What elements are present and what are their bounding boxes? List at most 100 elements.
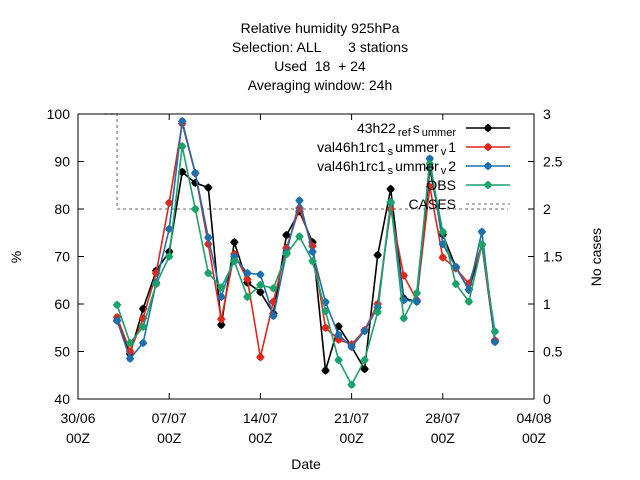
legend-entry-2: val46h1rc1 s ummer v 2 — [317, 158, 510, 177]
series-point — [412, 297, 421, 306]
title-line-3: Used 18 + 24 — [274, 58, 366, 74]
series-point — [386, 185, 395, 194]
series-point — [360, 365, 369, 374]
x-tick-label-hour: 00Z — [157, 430, 182, 446]
legend-entry-0: 43h22 ref s ummer — [357, 120, 510, 139]
legend-entry-3: OBS — [426, 177, 510, 193]
legend-label-part: s — [388, 146, 394, 158]
chart-title: Relative humidity 925hPa Selection: ALL … — [232, 20, 408, 93]
y-tick-label: 90 — [54, 154, 70, 170]
legend-label-part: 1 — [448, 139, 456, 155]
series-point — [204, 233, 213, 242]
series-point — [204, 183, 213, 192]
series-point — [165, 252, 174, 261]
plot-border — [77, 113, 535, 400]
y-tick-label: 70 — [54, 249, 70, 265]
x-tick-label-date: 28/07 — [425, 410, 460, 426]
legend-label-part: CASES — [409, 196, 456, 212]
series-point — [256, 353, 265, 362]
y-tick-label: 80 — [54, 201, 70, 217]
y2-tick-label: 2.5 — [543, 154, 563, 170]
series-point — [217, 315, 226, 324]
y-tick-label: 100 — [47, 106, 71, 122]
legend-entry-4: CASES — [409, 196, 510, 212]
y-axis-label: % — [8, 251, 24, 263]
x-tick-label-date: 21/07 — [334, 410, 369, 426]
y2-tick-label: 3 — [543, 106, 551, 122]
legend-label: val46h1rc1 s ummer v 2 — [317, 158, 456, 177]
legend-label-part: ummer — [395, 158, 439, 174]
series-point — [308, 247, 317, 256]
series-point — [295, 196, 304, 205]
series-point — [464, 297, 473, 306]
x-tick-label-hour: 00Z — [431, 430, 456, 446]
series-point — [256, 270, 265, 279]
legend-label-part: ummer — [395, 139, 439, 155]
legend-label: CASES — [409, 196, 456, 212]
legend-label-part: OBS — [426, 177, 456, 193]
legend-label: val46h1rc1 s ummer v 1 — [317, 139, 456, 158]
y2-tick-label: 1 — [543, 296, 551, 312]
series-point — [347, 380, 356, 389]
series-line — [116, 146, 496, 387]
series-point — [113, 300, 122, 309]
series-point — [464, 285, 473, 294]
series-point — [425, 154, 434, 163]
legend-label-part: v — [441, 165, 447, 177]
series-point — [451, 262, 460, 271]
y-tick-label: 50 — [54, 344, 70, 360]
series-point — [243, 269, 252, 278]
legend-marker — [484, 124, 492, 132]
y-tick-label: 40 — [54, 391, 70, 407]
series-point — [334, 356, 343, 365]
series-point — [399, 314, 408, 323]
legend-marker — [484, 143, 492, 151]
series-point — [178, 142, 187, 151]
x-tick-label-date: 14/07 — [243, 410, 278, 426]
plot-area — [104, 113, 508, 389]
x-tick-label-hour: 00Z — [248, 430, 273, 446]
legend-label-part: s — [388, 165, 394, 177]
series-point — [269, 311, 278, 320]
legend-label: OBS — [426, 177, 456, 193]
series-point — [256, 281, 265, 289]
series-point — [477, 227, 486, 236]
series-point — [126, 338, 135, 347]
legend-label-part: s — [413, 120, 420, 136]
series-point — [139, 322, 148, 331]
series-point — [191, 205, 200, 213]
y2-tick-label: 2 — [543, 201, 551, 217]
series-point — [282, 231, 291, 240]
axes: 40 50 60 70 80 90 100 0 0.5 1 1.5 2 2.5 3 30/06 00Z 07/0… — [47, 106, 563, 446]
legend-label-part: v — [441, 146, 447, 158]
series-point — [438, 227, 447, 236]
series-point — [139, 338, 148, 347]
series-point — [334, 330, 343, 339]
series-point — [295, 232, 304, 241]
series-point — [178, 117, 187, 126]
legend-label-part: 43h22 — [357, 120, 396, 136]
series-point — [282, 250, 291, 259]
series-point — [204, 269, 213, 278]
legend-entry-1: val46h1rc1 s ummer v 1 — [317, 139, 510, 158]
legend-marker — [484, 162, 492, 170]
series-point — [347, 342, 356, 351]
title-line-2: Selection: ALL 3 stations — [232, 39, 408, 55]
y2-tick-label: 0 — [543, 391, 551, 407]
series-point — [217, 292, 226, 301]
series-point — [243, 292, 252, 301]
series-point — [113, 316, 122, 325]
series-3 — [113, 142, 499, 389]
legend-label-part: ref — [398, 127, 412, 139]
x-tick-label-date: 04/08 — [516, 410, 551, 426]
series-point — [217, 283, 226, 292]
series-point — [360, 356, 369, 365]
y-tick-label: 60 — [54, 296, 70, 312]
series-point — [438, 253, 447, 262]
series-point — [178, 167, 187, 176]
series-point — [230, 257, 239, 266]
series-point — [373, 308, 382, 317]
series-point — [126, 354, 135, 363]
y2-tick-label: 0.5 — [543, 344, 563, 360]
